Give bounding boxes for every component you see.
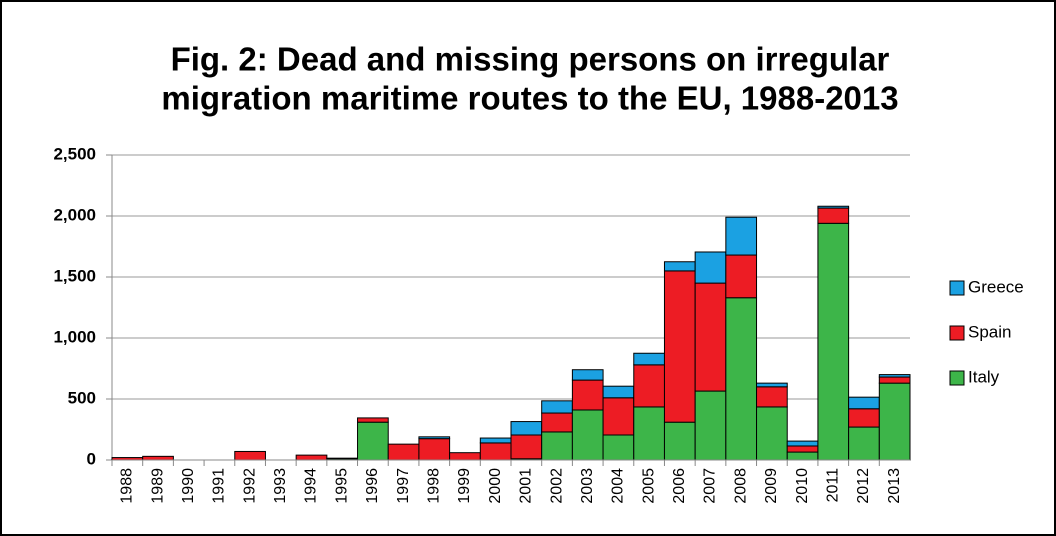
bar-segment — [756, 386, 788, 408]
x-tick-label: 2011 — [824, 468, 841, 503]
bar-segment — [510, 421, 543, 436]
bar-segment — [633, 364, 665, 408]
bar-segment — [541, 400, 573, 414]
x-tick-label: 1995 — [333, 468, 350, 504]
bar-segment — [357, 417, 389, 423]
x-tick-label: 2009 — [763, 468, 780, 504]
bar-segment — [479, 442, 512, 461]
bar-segment — [725, 297, 758, 461]
bar-segment — [694, 390, 727, 461]
legend-swatch — [949, 325, 965, 341]
bar-segment — [357, 421, 389, 461]
x-tick-label: 2008 — [732, 468, 749, 504]
x-tick-label: 1998 — [425, 468, 442, 504]
bar-segment — [633, 406, 665, 461]
bar-segment — [571, 379, 604, 411]
y-tick-label: 2,000 — [53, 205, 96, 224]
bar-segment — [663, 261, 696, 272]
legend-swatch — [949, 370, 965, 386]
bar-segment — [479, 437, 512, 444]
bar-segment — [817, 207, 850, 224]
bar-segment — [848, 408, 880, 428]
x-tick-label: 1997 — [395, 468, 412, 504]
bar-segment — [848, 396, 880, 410]
chart-title: Fig. 2: Dead and missing persons on irre… — [171, 41, 890, 78]
bar-segment — [694, 282, 727, 392]
x-tick-label: 1994 — [303, 468, 320, 504]
y-tick-label: 1,500 — [53, 266, 96, 285]
x-tick-label: 2004 — [610, 468, 627, 504]
bar-segment — [725, 254, 758, 299]
x-tick-label: 2012 — [855, 468, 872, 504]
y-tick-label: 1,000 — [53, 327, 96, 346]
bar-segment — [142, 455, 174, 461]
x-tick-label: 1989 — [149, 468, 166, 504]
bar-segment — [786, 440, 819, 447]
x-tick-label: 2007 — [702, 468, 719, 504]
x-tick-label: 1996 — [364, 468, 381, 504]
x-tick-label: 1992 — [241, 468, 258, 504]
x-tick-label: 2013 — [886, 468, 903, 504]
x-tick-label: 2006 — [671, 468, 688, 504]
bar-segment — [786, 451, 819, 461]
bar-segment — [756, 382, 788, 388]
bar-segment — [602, 434, 635, 461]
legend-swatch — [949, 280, 965, 296]
bar-segment — [326, 457, 359, 460]
bar-segment — [571, 409, 604, 461]
legend-label: Spain — [968, 322, 1011, 341]
bar-segment — [663, 421, 696, 461]
bar-segment — [541, 431, 573, 461]
bar-segment — [848, 426, 880, 461]
bar-segment — [817, 205, 850, 209]
x-tick-label: 2000 — [487, 468, 504, 504]
bar-segment — [571, 369, 604, 381]
bar-segment — [602, 385, 635, 399]
x-tick-label: 1988 — [119, 468, 136, 504]
bar-segment — [756, 406, 788, 461]
bar-segment — [878, 376, 911, 384]
bar-segment — [817, 222, 850, 461]
bar-segment — [663, 270, 696, 423]
bar-segment — [541, 412, 573, 433]
y-tick-label: 2,500 — [53, 144, 96, 163]
x-tick-label: 2001 — [518, 468, 535, 504]
bar-segment — [786, 445, 819, 453]
x-tick-label: 2003 — [579, 468, 596, 504]
bar-segment — [602, 397, 635, 436]
bar-segment — [418, 438, 451, 461]
x-tick-label: 1999 — [456, 468, 473, 504]
bar-segment — [387, 443, 420, 461]
legend-label: Italy — [968, 367, 1000, 386]
bar-segment — [633, 352, 665, 366]
bar-segment — [694, 251, 727, 284]
legend-label: Greece — [968, 277, 1024, 296]
x-tick-label: 1993 — [272, 468, 289, 504]
x-tick-label: 2002 — [548, 468, 565, 504]
bar-segment — [449, 452, 481, 461]
chart-title: migration maritime routes to the EU, 198… — [161, 80, 898, 117]
x-tick-label: 2010 — [794, 468, 811, 504]
bar-segment — [878, 382, 911, 461]
y-tick-label: 500 — [68, 388, 96, 407]
bar-segment — [234, 450, 266, 461]
x-tick-label: 1991 — [211, 468, 228, 504]
y-tick-label: 0 — [87, 449, 96, 468]
x-tick-label: 2005 — [640, 468, 657, 504]
bar-segment — [725, 216, 758, 256]
bar-segment — [418, 436, 451, 440]
bar-segment — [510, 434, 543, 460]
x-tick-label: 1990 — [180, 468, 197, 504]
bar-segment — [295, 454, 328, 461]
bar-segment — [878, 374, 911, 378]
